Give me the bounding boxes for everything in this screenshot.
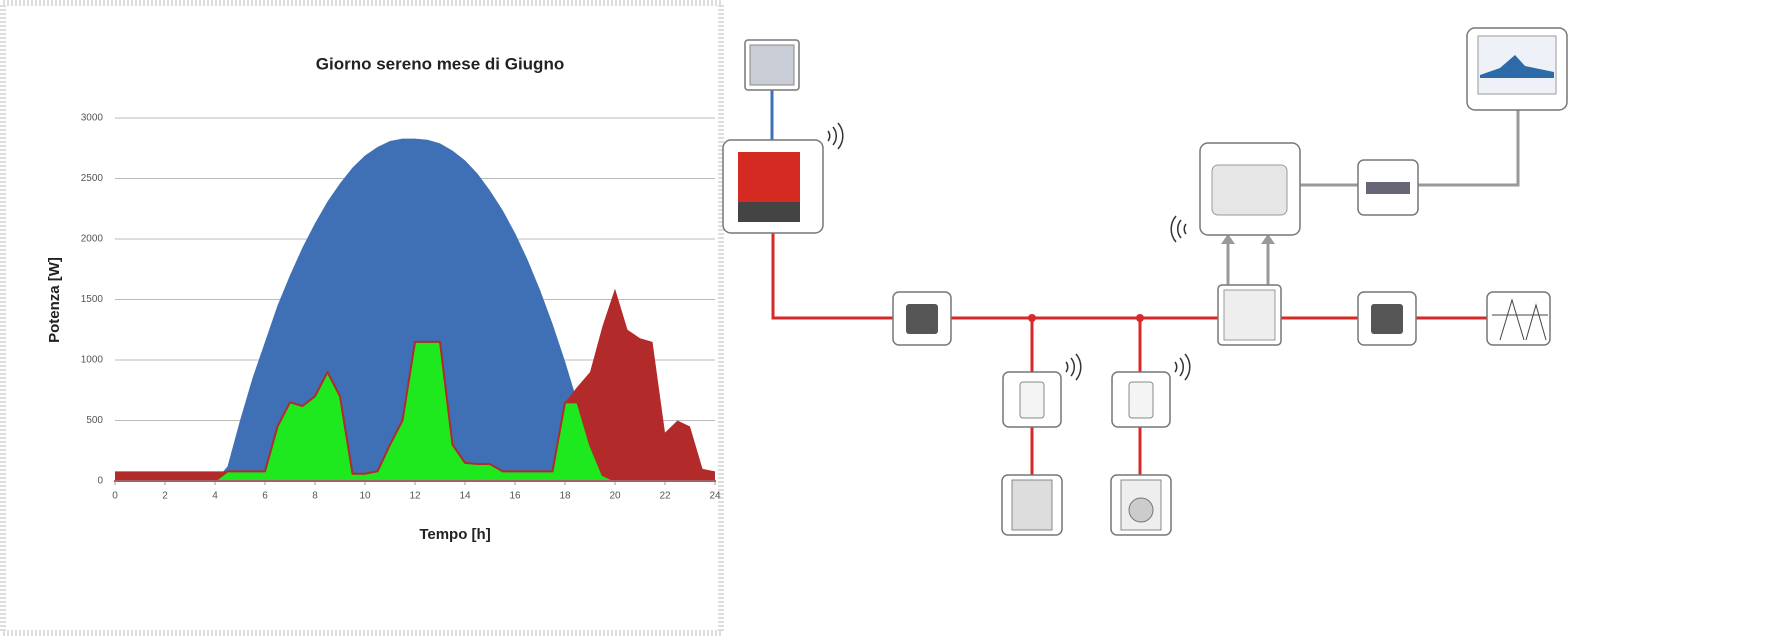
plug-body — [1128, 381, 1154, 419]
chart: Giorno sereno mese di Giugno Tempo [h] P… — [46, 54, 721, 542]
y-tick-label: 3000 — [81, 113, 104, 124]
y-tick-label: 0 — [97, 476, 103, 487]
x-tick-label: 10 — [359, 491, 371, 502]
x-tick-label: 18 — [559, 491, 571, 502]
x-tick-label: 0 — [112, 491, 118, 502]
inverter-base — [738, 202, 800, 222]
washer-door — [1128, 497, 1154, 523]
x-tick-label: 16 — [509, 491, 521, 502]
y-tick-label: 1500 — [81, 294, 104, 305]
fridge-body — [1011, 479, 1053, 531]
wifi — [827, 122, 844, 150]
grid — [1486, 291, 1551, 346]
x-tick-label: 24 — [709, 491, 721, 502]
breakers — [1223, 289, 1276, 341]
x-tick-label: 4 — [212, 491, 218, 502]
arrows — [1221, 234, 1275, 244]
x-tick-label: 8 — [312, 491, 318, 502]
pv-cells — [749, 44, 795, 86]
wifi — [1065, 353, 1082, 381]
chart-title: Giorno sereno mese di Giugno — [316, 54, 564, 73]
wifi — [1174, 353, 1191, 381]
data-lines — [1226, 110, 1520, 285]
node — [1136, 314, 1144, 322]
area — [115, 138, 715, 481]
node — [1028, 314, 1036, 322]
y-tick-label: 500 — [86, 415, 103, 426]
switch-body — [1366, 182, 1410, 194]
ac-line — [771, 233, 1550, 320]
y-tick-label: 2500 — [81, 173, 104, 184]
y-tick-label: 2000 — [81, 234, 104, 245]
x-tick-label: 12 — [409, 491, 421, 502]
diagram — [722, 27, 1568, 536]
screen-graph — [1480, 55, 1554, 78]
y-axis-label: Potenza [W] — [46, 257, 63, 343]
x-tick-label: 20 — [609, 491, 621, 502]
meter-body — [1371, 304, 1403, 334]
x-tick-label: 2 — [162, 491, 168, 502]
datamanager-body — [1211, 164, 1288, 216]
wifi — [1170, 215, 1187, 243]
y-tick-label: 1000 — [81, 355, 104, 366]
x-tick-label: 22 — [659, 491, 671, 502]
inverter-body — [738, 152, 800, 202]
x-axis-label: Tempo [h] — [419, 526, 490, 543]
x-tick-label: 14 — [459, 491, 471, 502]
meter-body — [906, 304, 938, 334]
plug-body — [1019, 381, 1045, 419]
pylons — [1492, 298, 1548, 341]
x-tick-label: 6 — [262, 491, 268, 502]
